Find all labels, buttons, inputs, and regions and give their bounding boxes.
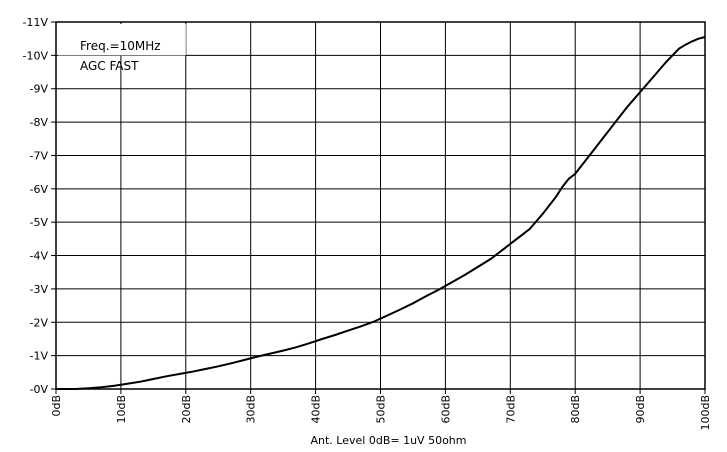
y-tick-label: -11V bbox=[23, 16, 49, 29]
x-tick-label: 80dB bbox=[569, 395, 582, 424]
y-tick-label: -8V bbox=[30, 116, 49, 129]
x-tick-label: 30dB bbox=[245, 395, 258, 424]
series-line bbox=[56, 36, 706, 390]
y-tick-label: -9V bbox=[30, 83, 49, 96]
y-tick-label: -4V bbox=[30, 250, 49, 263]
y-tick-label: -5V bbox=[30, 216, 49, 229]
x-tick-label: 70dB bbox=[504, 395, 517, 424]
x-tick-label: 20dB bbox=[180, 395, 193, 424]
x-axis-title: Ant. Level 0dB= 1uV 50ohm bbox=[311, 434, 467, 447]
annotation-box: Freq.=10MHz AGC FAST bbox=[58, 24, 186, 73]
x-tick-label: 0dB bbox=[50, 395, 63, 417]
grid-lines bbox=[55, 21, 706, 390]
y-tick-label: -10V bbox=[23, 49, 49, 62]
x-tick-label: 10dB bbox=[115, 395, 128, 424]
y-tick-label: -0V bbox=[30, 383, 49, 396]
y-tick-label: -1V bbox=[30, 350, 49, 363]
y-tick-label: -7V bbox=[30, 149, 49, 162]
y-tick-labels: -0V -1V -2V -3V -4V -5V -6V -7V -8V -9V -10V -11V bbox=[23, 16, 56, 396]
annotation-background bbox=[58, 24, 186, 56]
y-tick-label: -6V bbox=[30, 183, 49, 196]
annotation-frequency: Freq.=10MHz bbox=[80, 39, 161, 53]
annotation-agc-mode: AGC FAST bbox=[80, 59, 139, 73]
x-tick-label: 100dB bbox=[699, 395, 712, 431]
x-tick-label: 60dB bbox=[439, 395, 452, 424]
x-tick-labels: 0dB 10dB 20dB 30dB 40dB 50dB 60dB 70dB 80dB 90dB 1… bbox=[50, 389, 712, 431]
x-tick-label: 40dB bbox=[310, 395, 323, 424]
x-tick-label: 50dB bbox=[375, 395, 388, 424]
x-tick-label: 90dB bbox=[634, 395, 647, 424]
y-tick-label: -3V bbox=[30, 283, 49, 296]
y-tick-label: -2V bbox=[30, 316, 49, 329]
